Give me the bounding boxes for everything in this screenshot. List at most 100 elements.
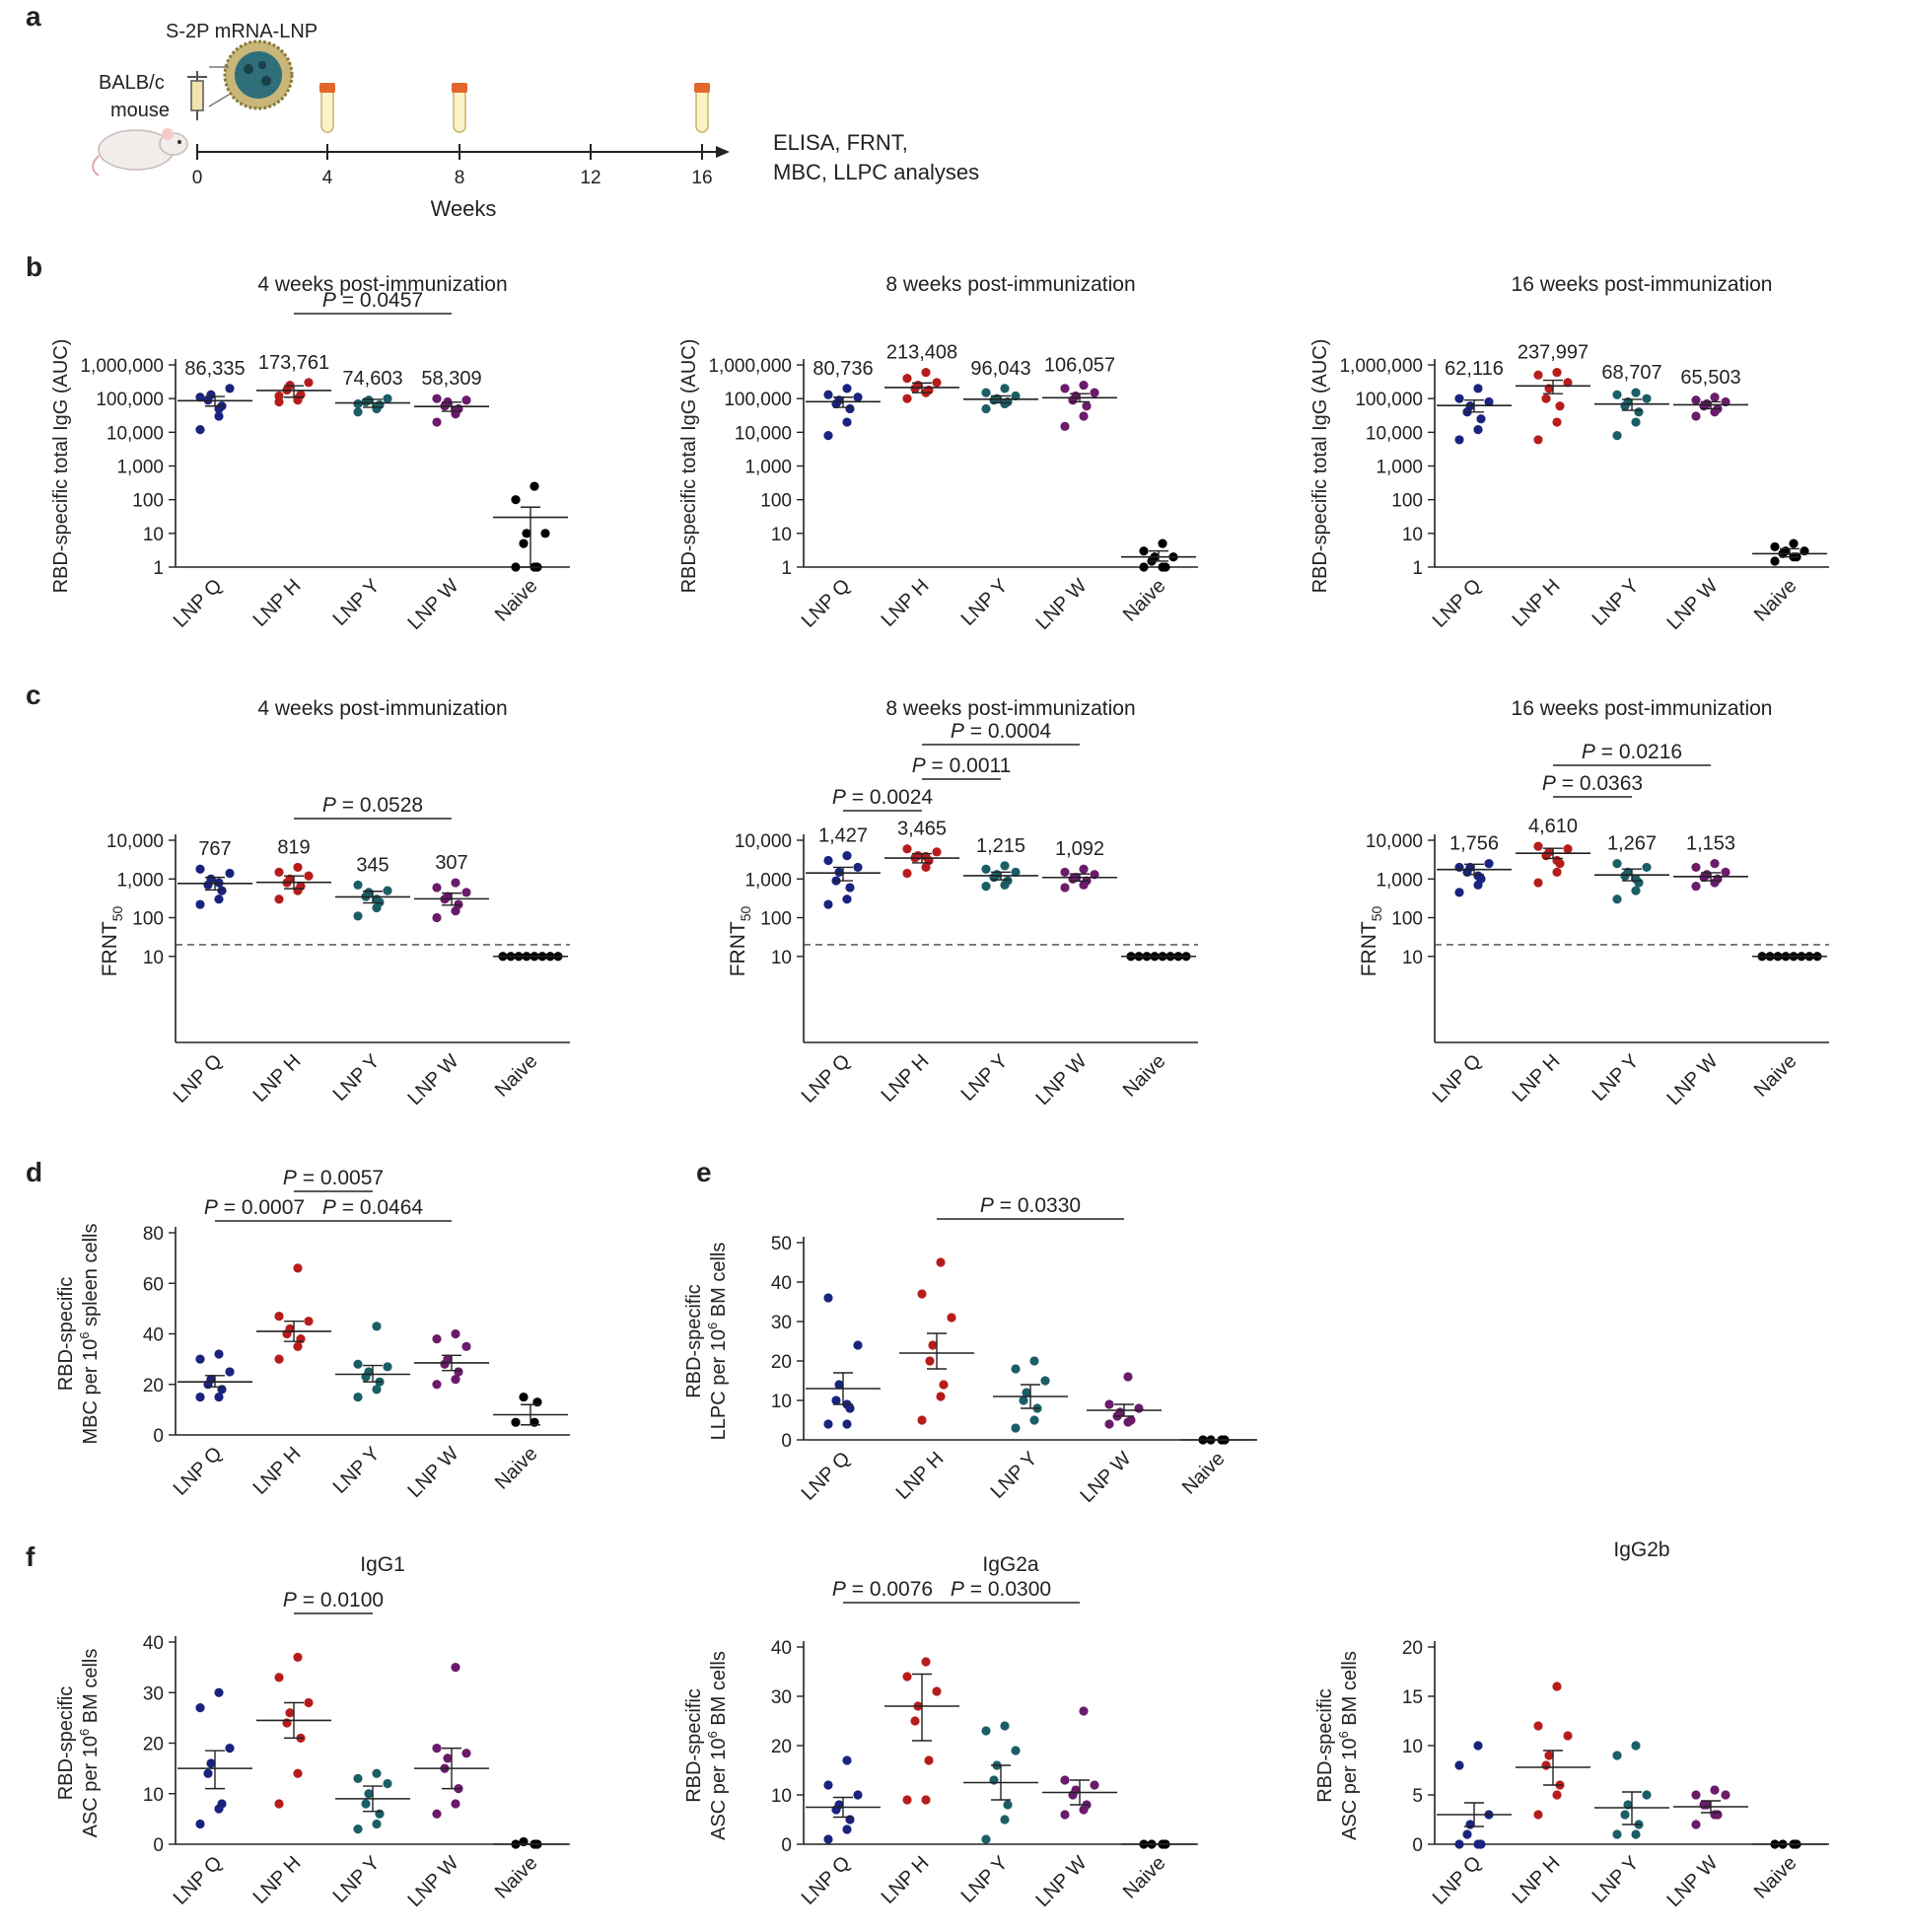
data-point bbox=[274, 894, 284, 904]
p-value-label: P = 0.0330 bbox=[980, 1194, 1081, 1217]
data-point bbox=[1713, 1810, 1723, 1820]
y-tick-label: 10 bbox=[771, 525, 792, 545]
y-tick-label: 20 bbox=[771, 1352, 792, 1373]
data-point bbox=[842, 894, 852, 904]
x-tick-label: LNP H bbox=[1509, 1852, 1565, 1908]
y-tick-label: 100,000 bbox=[96, 390, 164, 410]
data-point bbox=[461, 1749, 471, 1758]
y-tick-label: 10,000 bbox=[735, 831, 792, 852]
p-value-label: P = 0.0464 bbox=[322, 1196, 423, 1219]
y-tick-label: 100 bbox=[760, 909, 792, 930]
y-tick-label: 1,000 bbox=[744, 458, 792, 478]
data-point bbox=[1533, 1810, 1543, 1820]
data-point bbox=[285, 874, 295, 884]
data-point bbox=[225, 384, 235, 394]
data-point bbox=[214, 1392, 224, 1402]
data-point bbox=[451, 1375, 460, 1385]
data-point bbox=[432, 883, 442, 893]
p-value-label: P = 0.0011 bbox=[912, 754, 1012, 777]
y-axis-label: FRNT50 bbox=[727, 906, 753, 977]
data-point bbox=[1484, 396, 1494, 407]
y-tick-label: 100 bbox=[132, 909, 164, 930]
y-tick-label: 1 bbox=[1412, 558, 1423, 579]
data-point bbox=[511, 562, 521, 572]
data-point bbox=[1702, 1800, 1712, 1810]
data-point bbox=[461, 1341, 471, 1351]
data-point bbox=[364, 888, 374, 897]
data-point bbox=[853, 1340, 863, 1350]
y-tick-label: 0 bbox=[781, 1835, 792, 1856]
data-point bbox=[1003, 1800, 1013, 1810]
data-point bbox=[1721, 867, 1730, 877]
y-axis-label: RBD-specific total IgG (AUC) bbox=[678, 339, 700, 594]
y-tick-label: 20 bbox=[143, 1376, 164, 1396]
data-point bbox=[842, 1755, 852, 1765]
data-point bbox=[195, 1819, 205, 1829]
data-point bbox=[461, 888, 471, 897]
y-axis-label-line: ASC per 106 BM cells bbox=[705, 1651, 730, 1840]
x-tick-label: LNP W bbox=[1662, 1050, 1722, 1109]
data-point bbox=[917, 1415, 927, 1425]
data-point bbox=[842, 417, 852, 427]
y-tick-label: 10 bbox=[143, 1785, 164, 1806]
mean-value-label: 173,761 bbox=[258, 352, 329, 374]
p-value-label: P = 0.0076 bbox=[832, 1578, 933, 1601]
data-point bbox=[451, 405, 460, 415]
data-point bbox=[274, 1311, 284, 1322]
data-point bbox=[432, 417, 442, 427]
y-tick-label: 20 bbox=[143, 1735, 164, 1755]
x-tick-label: LNP Q bbox=[170, 575, 227, 632]
x-tick-label: LNP H bbox=[249, 1852, 306, 1908]
data-point bbox=[917, 1289, 927, 1299]
panel-a-schematic: a S-2P mRNA-LNP BALB/c mouse bbox=[26, 1, 979, 221]
mouse-label-line2: mouse bbox=[110, 100, 170, 121]
data-point bbox=[928, 1340, 938, 1350]
x-tick-label: LNP Y bbox=[1589, 575, 1644, 630]
mean-value-label: 4,610 bbox=[1528, 816, 1578, 837]
data-point bbox=[1029, 1356, 1039, 1366]
x-tick-label: LNP Y bbox=[1589, 1852, 1644, 1907]
p-value-label: P = 0.0528 bbox=[322, 794, 423, 817]
y-axis-label: FRNT50 bbox=[99, 906, 125, 977]
data-point bbox=[522, 529, 531, 538]
data-point bbox=[353, 1359, 363, 1369]
data-point bbox=[195, 393, 205, 402]
data-point bbox=[1454, 435, 1464, 445]
data-point bbox=[1770, 541, 1780, 552]
data-point bbox=[947, 1313, 956, 1323]
x-tick-label: Naive bbox=[1119, 1852, 1170, 1903]
data-point bbox=[981, 1726, 991, 1736]
x-tick-label: LNP Q bbox=[170, 1050, 227, 1108]
x-tick-label: LNP H bbox=[249, 1443, 306, 1499]
data-point bbox=[1552, 1790, 1562, 1800]
mean-value-label: 307 bbox=[435, 852, 467, 874]
data-point bbox=[1555, 401, 1565, 411]
x-tick-label: Naive bbox=[491, 1050, 542, 1102]
x-tick-label: Naive bbox=[1750, 1050, 1801, 1102]
chart-f3: 0 5 10 15 20 LNP Q LNP H LNP Y LNP W Naive IgG2b RB… bbox=[1314, 1538, 1829, 1911]
y-tick-label: 100 bbox=[760, 491, 792, 512]
data-point bbox=[902, 394, 912, 403]
chart-title: 4 weeks post-immunization bbox=[257, 273, 507, 296]
data-point bbox=[1454, 1760, 1464, 1770]
data-point bbox=[1710, 1785, 1720, 1795]
y-axis-label: RBD-specific total IgG (AUC) bbox=[1309, 339, 1331, 594]
x-tick-label: LNP Y bbox=[987, 1448, 1042, 1503]
data-point bbox=[1631, 874, 1641, 884]
data-point bbox=[1060, 1810, 1070, 1820]
data-point bbox=[451, 1328, 460, 1339]
timeline-tick-12: 12 bbox=[580, 168, 600, 188]
data-point bbox=[1011, 1364, 1021, 1374]
data-point bbox=[981, 388, 991, 397]
x-tick-label: LNP H bbox=[249, 1050, 306, 1107]
x-tick-label: Naive bbox=[1750, 1852, 1801, 1903]
p-value-label: P = 0.0363 bbox=[1542, 772, 1643, 795]
data-point bbox=[1011, 1423, 1021, 1433]
data-point bbox=[902, 844, 912, 854]
y-tick-label: 20 bbox=[771, 1737, 792, 1757]
y-tick-label: 15 bbox=[1402, 1687, 1423, 1708]
data-point bbox=[383, 1362, 392, 1372]
data-point bbox=[902, 868, 912, 879]
data-point bbox=[1691, 411, 1701, 421]
